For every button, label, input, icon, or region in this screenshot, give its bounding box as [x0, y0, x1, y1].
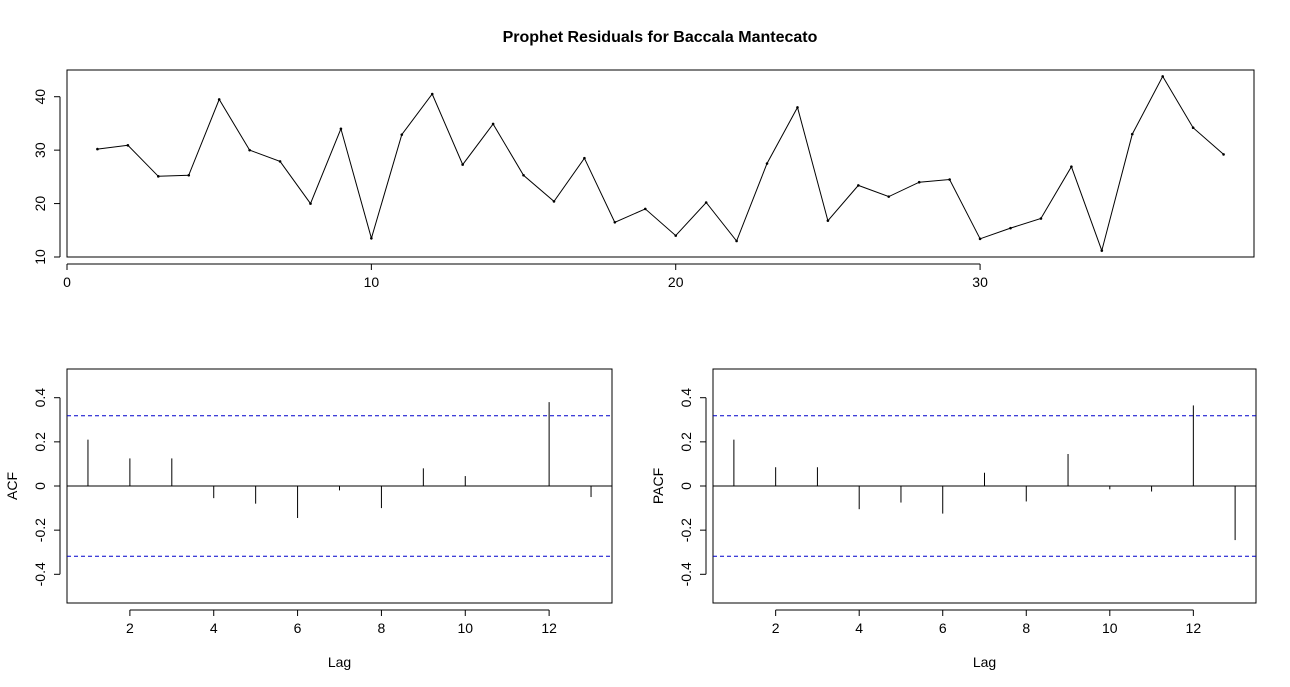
- x-tick-label: 4: [855, 620, 863, 636]
- y-tick-label: -0.2: [32, 518, 48, 542]
- residuals-time-series-panel: 0 10 20 30 10 20 30 40: [32, 69, 1255, 290]
- data-point: [309, 202, 312, 205]
- y-tick-label: 0.2: [678, 432, 694, 452]
- data-point: [1222, 153, 1225, 156]
- data-point: [978, 237, 982, 241]
- data-point: [1100, 249, 1104, 252]
- data-point: [248, 148, 251, 152]
- data-point: [552, 200, 556, 203]
- data-point: [461, 163, 464, 166]
- x-tick-label: 10: [457, 620, 473, 636]
- x-tick-label: 20: [668, 274, 684, 290]
- data-point: [1130, 132, 1134, 136]
- data-point: [96, 147, 99, 151]
- data-point: [826, 219, 830, 222]
- x-tick-label: 2: [772, 620, 780, 636]
- data-point: [583, 156, 586, 160]
- data-point: [704, 201, 708, 204]
- data-point: [674, 234, 678, 237]
- y-tick-label: 0.4: [678, 388, 694, 408]
- x-tick-label: 10: [364, 274, 380, 290]
- chart-title: Prophet Residuals for Baccala Mantecato: [503, 29, 818, 46]
- plot-frame: [66, 69, 1255, 258]
- x-axis-title: Lag: [973, 654, 996, 670]
- data-point: [857, 184, 860, 187]
- y-tick-label: -0.4: [32, 562, 48, 586]
- y-tick-label: -0.4: [678, 562, 694, 586]
- pacf-panel: 2 4 6 8 10 12 -0.4 -0.2 0 0.2 0.4 Lag PACF: [650, 368, 1257, 670]
- x-tick-label: 10: [1102, 620, 1118, 636]
- y-tick-label: 40: [32, 89, 48, 105]
- x-tick-label: 6: [294, 620, 302, 636]
- data-point: [917, 180, 921, 184]
- x-tick-label: 30: [972, 274, 988, 290]
- x-tick-label: 0: [63, 274, 71, 290]
- data-point: [157, 175, 160, 178]
- data-point: [1161, 75, 1164, 78]
- data-point: [796, 106, 799, 109]
- data-point: [339, 127, 343, 131]
- data-point: [400, 133, 404, 136]
- x-tick-label: 8: [1022, 620, 1030, 636]
- data-point: [187, 173, 191, 177]
- y-tick-label: 0: [678, 482, 694, 490]
- data-point: [613, 220, 617, 224]
- x-tick-label: 12: [1186, 620, 1202, 636]
- x-tick-label: 8: [378, 620, 386, 636]
- x-tick-label: 12: [541, 620, 557, 636]
- data-point: [1009, 226, 1012, 230]
- x-axis-title: Lag: [328, 654, 351, 670]
- data-point: [1191, 126, 1195, 130]
- y-axis-title: PACF: [650, 468, 666, 504]
- data-point: [1070, 165, 1073, 169]
- y-tick-label: 0: [32, 482, 48, 490]
- x-tick-label: 6: [939, 620, 947, 636]
- data-point: [765, 162, 769, 165]
- data-point: [643, 207, 647, 211]
- acf-panel: 2 4 6 8 10 12 -0.4 -0.2 0 0.2 0.4 Lag ACF: [4, 368, 613, 670]
- data-point: [522, 173, 525, 177]
- data-point: [370, 237, 373, 240]
- y-axis-title: ACF: [4, 472, 20, 500]
- data-point: [126, 144, 130, 147]
- y-tick-label: 0.2: [32, 432, 48, 452]
- y-tick-label: 30: [32, 142, 48, 158]
- data-point: [887, 195, 891, 198]
- y-tick-label: 20: [32, 196, 48, 212]
- residuals-line: [97, 75, 1224, 253]
- data-point: [948, 178, 951, 181]
- data-point: [217, 98, 221, 101]
- x-tick-label: 2: [126, 620, 134, 636]
- data-point: [278, 160, 282, 163]
- data-point: [491, 122, 495, 126]
- y-tick-label: 0.4: [32, 388, 48, 408]
- y-tick-label: -0.2: [678, 518, 694, 542]
- data-point: [735, 239, 738, 243]
- data-point: [430, 92, 434, 96]
- x-tick-label: 4: [210, 620, 218, 636]
- y-tick-label: 10: [32, 249, 48, 265]
- data-point: [1039, 217, 1043, 220]
